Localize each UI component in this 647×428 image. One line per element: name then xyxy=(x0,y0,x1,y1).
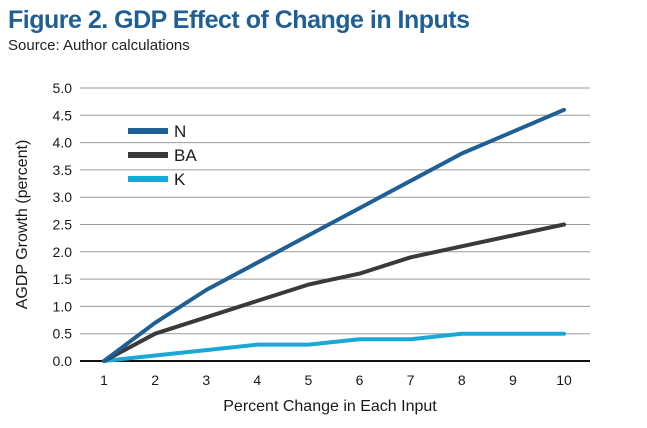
series-line-n xyxy=(102,107,566,363)
y-tick-label: 0.5 xyxy=(53,326,73,342)
legend: N BA K xyxy=(128,122,197,189)
x-tick-label: 2 xyxy=(151,372,159,388)
x-axis-label: Percent Change in Each Input xyxy=(223,398,437,415)
chart-source: Source: Author calculations xyxy=(8,37,190,54)
y-tick-label: 4.0 xyxy=(53,135,73,151)
y-tick-label: 4.5 xyxy=(53,107,73,123)
y-tick-label: 1.0 xyxy=(53,298,73,314)
y-tick-label: 5.0 xyxy=(53,80,73,96)
legend-label-ba: BA xyxy=(174,146,197,165)
y-tick-labels: 0.0 0.5 1.0 1.5 2.0 2.5 3.0 3.5 4.0 4.5 5.0 xyxy=(53,80,73,369)
y-tick-label: 1.5 xyxy=(53,271,73,287)
series-line-k xyxy=(102,331,566,363)
x-tick-label: 10 xyxy=(556,372,572,388)
y-axis-label: AGDP Growth (percent) xyxy=(14,140,31,310)
y-tick-label: 0.0 xyxy=(53,353,73,369)
legend-label-n: N xyxy=(174,122,186,141)
gridlines xyxy=(80,87,590,335)
x-tick-label: 4 xyxy=(253,372,261,388)
x-tick-label: 9 xyxy=(509,372,517,388)
x-tick-label: 3 xyxy=(202,372,210,388)
x-tick-label: 1 xyxy=(100,372,108,388)
y-tick-label: 2.5 xyxy=(53,217,73,233)
x-tick-label: 7 xyxy=(407,372,415,388)
x-tick-label: 5 xyxy=(305,372,313,388)
y-tick-label: 3.5 xyxy=(53,162,73,178)
series-lines xyxy=(102,107,566,363)
chart-title: Figure 2. GDP Effect of Change in Inputs xyxy=(8,6,470,34)
legend-label-k: K xyxy=(174,170,186,189)
series-line-ba xyxy=(102,222,566,363)
x-tick-label: 8 xyxy=(458,372,466,388)
y-tick-label: 3.0 xyxy=(53,189,73,205)
x-tick-label: 6 xyxy=(356,372,364,388)
x-tick-labels: 1 2 3 4 5 6 7 8 9 10 xyxy=(100,372,572,388)
y-tick-label: 2.0 xyxy=(53,244,73,260)
